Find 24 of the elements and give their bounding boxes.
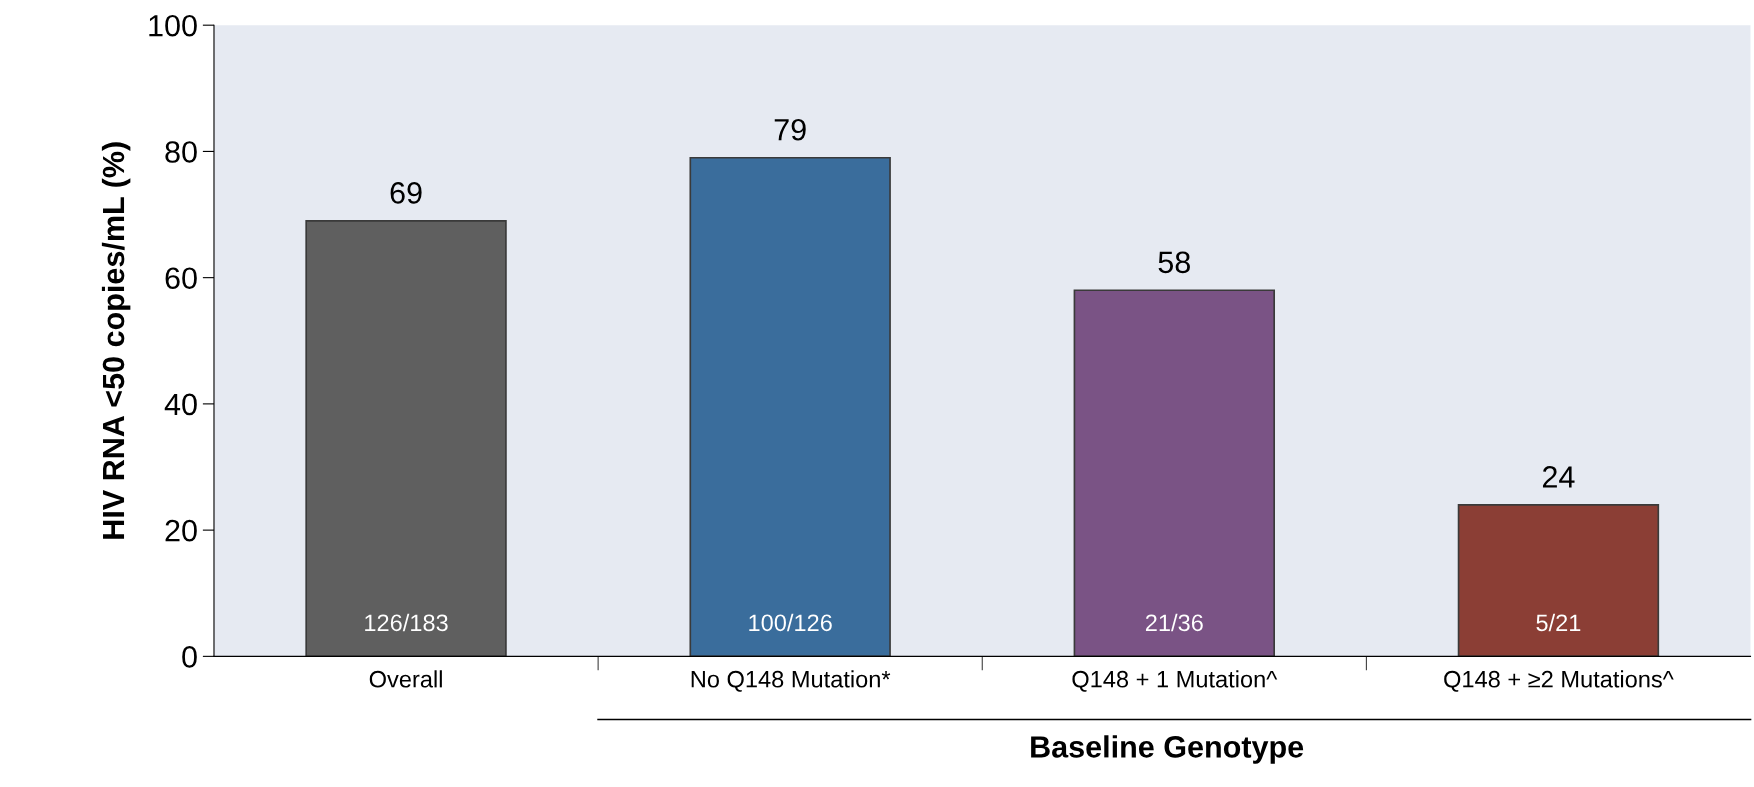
data-label: 79 [774, 118, 806, 141]
bar [305, 220, 507, 657]
x-tick-label: Q148 + ≥2 Mutations^ [1444, 670, 1674, 692]
annotation: 100/126 [749, 613, 832, 632]
bar [1457, 504, 1660, 657]
y-tick-label: 20 [165, 519, 197, 542]
x-tick-label: No Q148 Mutation* [691, 670, 891, 692]
y-tick-label: 0 [182, 646, 197, 668]
annotation: 21/36 [1145, 613, 1203, 632]
y-tick-label: 80 [165, 141, 197, 163]
data-label: 24 [1542, 466, 1575, 488]
data-label: 69 [390, 182, 422, 204]
annotation: 5/21 [1536, 613, 1581, 632]
bar [1073, 289, 1276, 657]
x-axis-title: Baseline Genotype [1031, 735, 1304, 764]
y-tick-label: 60 [165, 267, 197, 290]
x-tick-label: Overall [369, 670, 442, 688]
annotation: 126/183 [365, 613, 448, 632]
x-tick-label: Q148 + 1 Mutation^ [1072, 670, 1278, 692]
y-tick-label: 40 [164, 393, 197, 416]
y-tick-label: 100 [149, 14, 197, 37]
data-label: 58 [1158, 251, 1190, 274]
bar [689, 156, 891, 657]
y-axis-title: HIV RNA <50 copies/mL (%) [101, 142, 131, 539]
